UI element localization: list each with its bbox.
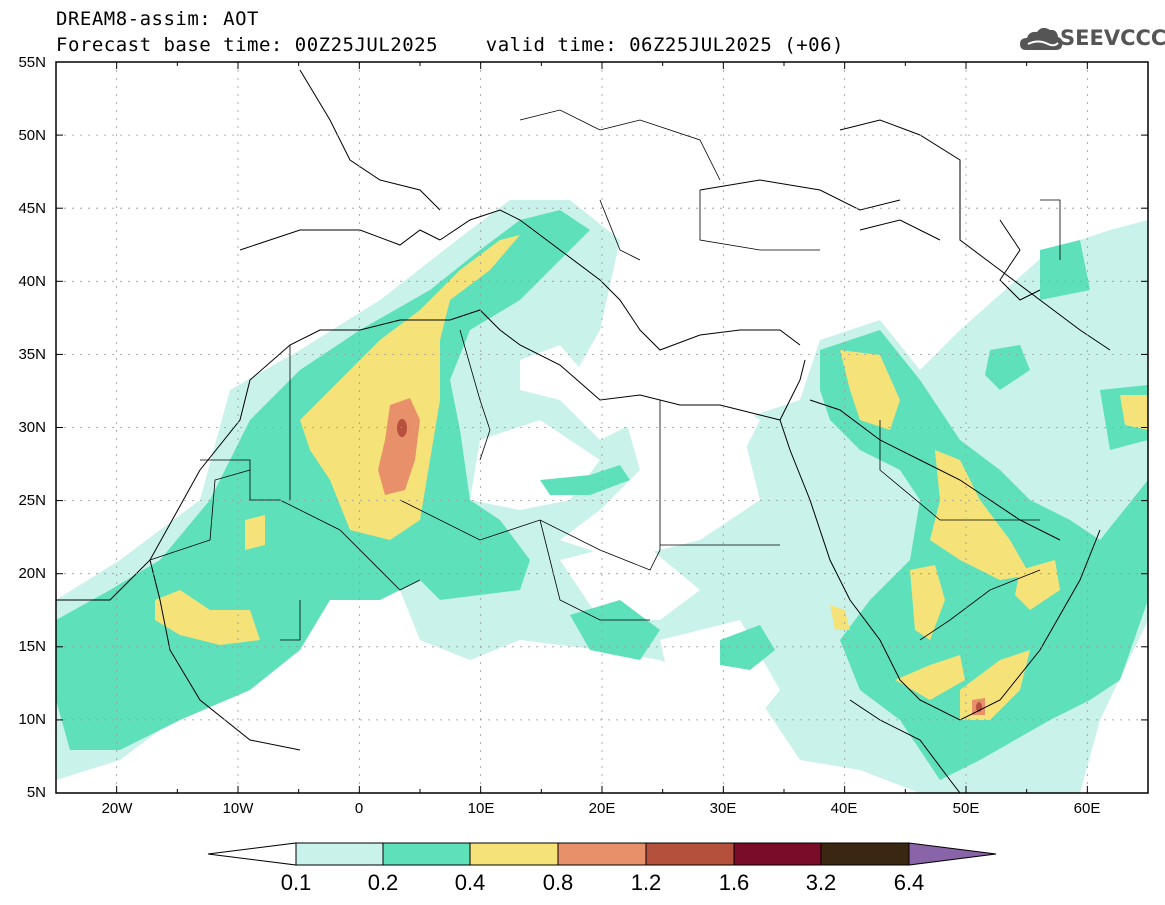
colorbar-swatch-6 xyxy=(733,842,822,866)
cloud-logo-icon xyxy=(1020,27,1063,50)
logo-text: SEEVCCC xyxy=(1060,26,1165,50)
lon-label: 20W xyxy=(101,800,133,817)
lat-label: 20N xyxy=(18,565,46,582)
map-grid xyxy=(56,62,1148,793)
colorbar-label: 1.2 xyxy=(630,870,662,895)
colorbar-swatch-1 xyxy=(295,842,384,866)
lat-label: 30N xyxy=(18,419,46,436)
lon-label: 60E xyxy=(1073,800,1101,817)
colorbar-swatch-4 xyxy=(557,842,647,866)
lat-label: 40N xyxy=(18,273,46,290)
colorbar-label: 1.6 xyxy=(718,870,750,895)
lat-label: 45N xyxy=(18,200,46,217)
colorbar-swatch-2 xyxy=(382,842,471,866)
lon-label: 10W xyxy=(222,800,254,817)
colorbar-label: 0.1 xyxy=(280,870,312,895)
lat-label: 5N xyxy=(26,784,46,801)
country-borders xyxy=(149,109,1061,641)
colorbar-label: 6.4 xyxy=(893,870,925,895)
lat-label: 15N xyxy=(18,638,46,655)
colorbar-label: 3.2 xyxy=(805,870,837,895)
coastlines xyxy=(56,69,1111,793)
map-title: DREAM8-assim: AOT xyxy=(56,8,259,30)
lon-label: 0 xyxy=(354,800,364,817)
colorbar-label: 0.2 xyxy=(367,870,399,895)
lat-label: 55N xyxy=(18,54,46,71)
lat-label: 50N xyxy=(18,127,46,144)
colorbar-swatch-3 xyxy=(469,842,559,866)
colorbar-swatch-7 xyxy=(820,842,910,866)
lat-label: 25N xyxy=(18,492,46,509)
lon-label: 40E xyxy=(830,800,858,817)
lat-label: 10N xyxy=(18,711,46,728)
colorbar-label: 0.4 xyxy=(454,870,486,895)
lon-label: 10E xyxy=(467,800,495,817)
colorbar-high-arrow xyxy=(908,842,997,866)
colorbar-label: 0.8 xyxy=(542,870,574,895)
axis-ticks xyxy=(55,61,1149,794)
map-subtitle: Forecast base time: 00Z25JUL2025 valid t… xyxy=(56,34,844,56)
colorbar-swatch-5 xyxy=(645,842,735,866)
colorbar xyxy=(207,842,997,866)
lon-label: 50E xyxy=(952,800,980,817)
lat-label: 35N xyxy=(18,346,46,363)
lon-label: 20E xyxy=(588,800,616,817)
colorbar-low-arrow xyxy=(207,842,297,866)
lon-label: 30E xyxy=(709,800,737,817)
